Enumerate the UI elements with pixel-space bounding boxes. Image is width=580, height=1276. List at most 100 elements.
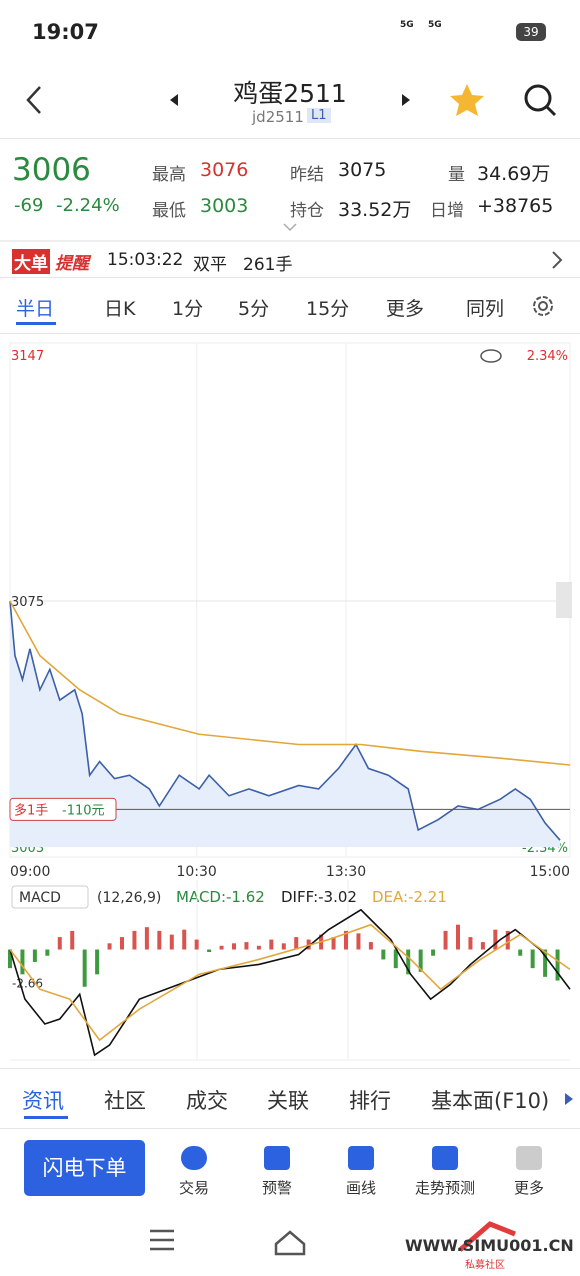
nav-bar xyxy=(150,1221,516,1256)
position-label: 多1手 xyxy=(14,802,48,818)
macd-bar xyxy=(95,949,100,975)
battery: 39 xyxy=(516,23,546,41)
next[interactable] xyxy=(400,92,412,108)
action-icon[interactable] xyxy=(264,1146,290,1170)
tab-underline xyxy=(16,322,56,325)
macd-bar xyxy=(157,930,162,950)
change: -69 xyxy=(14,195,44,216)
alert-more[interactable] xyxy=(550,250,564,270)
macd-bar xyxy=(543,949,548,977)
macd-bar xyxy=(281,943,286,950)
macd-bar xyxy=(144,927,149,950)
macd-bar xyxy=(169,934,174,950)
macd-bar xyxy=(132,930,137,950)
prev[interactable] xyxy=(168,92,180,108)
action-icon[interactable] xyxy=(432,1146,458,1170)
period-tab[interactable]: 更多 xyxy=(386,298,425,320)
field-label: 昨结 xyxy=(290,165,324,185)
favorite[interactable] xyxy=(448,82,486,118)
back[interactable] xyxy=(22,84,46,116)
macd-bar xyxy=(207,949,212,952)
macd-bar xyxy=(256,945,261,950)
macd-bar xyxy=(57,937,62,950)
action-label[interactable]: 画线 xyxy=(345,1179,376,1197)
macd-bar xyxy=(344,930,348,950)
settings[interactable] xyxy=(530,293,556,319)
period-tab[interactable]: 同列 xyxy=(466,298,505,320)
position-tag xyxy=(9,797,117,821)
field-label: 持仓 xyxy=(290,201,324,221)
macd-bar xyxy=(456,924,460,950)
series-line xyxy=(9,600,571,766)
status-time: 19:07 xyxy=(32,20,99,44)
info-tab[interactable]: 社区 xyxy=(104,1089,146,1113)
series-line xyxy=(9,600,561,841)
watermark: WWW.SIMU001.CN xyxy=(405,1236,574,1255)
macd-name: MACD xyxy=(19,890,61,906)
tabs-more[interactable] xyxy=(563,1091,575,1107)
position-pnl: -110元 xyxy=(62,803,105,818)
period-tab[interactable]: 半日 xyxy=(16,298,55,320)
macd-bar xyxy=(443,930,448,950)
info-tab[interactable]: 排行 xyxy=(349,1089,391,1113)
info-tab[interactable]: 基本面(F10) xyxy=(431,1089,550,1113)
macd-bar xyxy=(518,949,523,956)
action-label[interactable]: 走势预测 xyxy=(414,1179,475,1197)
macd-bar xyxy=(182,929,187,950)
side-handle xyxy=(556,582,572,618)
alert-amount: 261手 xyxy=(243,255,293,275)
action-label[interactable]: 交易 xyxy=(178,1179,209,1197)
expand[interactable] xyxy=(282,222,298,232)
search[interactable] xyxy=(522,82,558,118)
price: 3006 xyxy=(12,152,91,188)
x-tick-label: 10:30 xyxy=(176,864,216,880)
macd-bar xyxy=(244,942,249,950)
info-tab[interactable]: 资讯 xyxy=(22,1089,64,1113)
macd-bar xyxy=(406,949,411,975)
field-value: 33.52万 xyxy=(338,199,412,221)
macd-bar xyxy=(194,939,199,950)
change-pct: -2.24% xyxy=(56,195,120,216)
alert-tag: 提醒 xyxy=(55,254,89,274)
action-icon[interactable] xyxy=(516,1146,542,1170)
macd-bar xyxy=(356,933,361,950)
period-tab[interactable]: 15分 xyxy=(306,298,350,320)
macd-box xyxy=(11,885,89,909)
action-icon[interactable] xyxy=(348,1146,374,1170)
action-icon[interactable] xyxy=(181,1146,207,1170)
action-label[interactable]: 更多 xyxy=(513,1179,544,1197)
info-tab[interactable]: 成交 xyxy=(186,1089,228,1113)
y-tick-label: 3075 xyxy=(11,595,44,610)
badge: L1 xyxy=(307,108,331,123)
macd-bar xyxy=(393,949,398,969)
field-value: +38765 xyxy=(477,195,554,217)
macd-bar xyxy=(32,949,37,962)
macd-bar xyxy=(505,930,510,950)
series-line xyxy=(9,923,571,1042)
field-value: 3075 xyxy=(338,159,387,181)
price-area xyxy=(10,601,561,847)
macd-bar xyxy=(219,945,224,950)
period-tab[interactable]: 5分 xyxy=(238,298,270,320)
quick-order[interactable]: 闪电下单 xyxy=(24,1140,145,1196)
macd-legend: DEA:-2.21 xyxy=(372,888,447,906)
period-tab[interactable]: 日K xyxy=(104,298,136,320)
period-tab[interactable]: 1分 xyxy=(172,298,204,320)
macd-params: (12,26,9) xyxy=(97,890,161,906)
macd-bar xyxy=(480,942,485,950)
macd-bar xyxy=(418,949,423,972)
info-tab[interactable]: 关联 xyxy=(267,1089,309,1113)
macd-bar xyxy=(468,937,473,950)
macd-bar xyxy=(331,937,336,950)
alert-time: 15:03:22 xyxy=(107,250,184,270)
macd-bar xyxy=(20,949,25,975)
macd-bar xyxy=(269,939,274,950)
x-tick-label: 13:30 xyxy=(326,864,366,880)
action-label[interactable]: 预警 xyxy=(261,1179,292,1197)
macd-bar xyxy=(45,949,50,956)
macd-bar xyxy=(530,949,535,969)
alert-tag: 大单 xyxy=(12,249,50,274)
macd-bar xyxy=(431,949,436,956)
